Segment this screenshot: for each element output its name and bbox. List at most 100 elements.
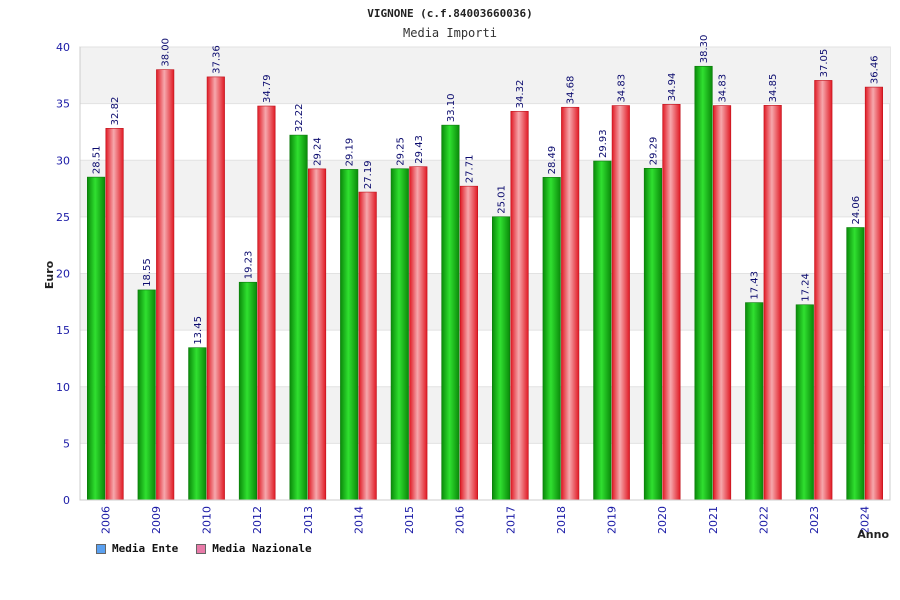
chart-title: VIGNONE (c.f.84003660036) bbox=[367, 7, 533, 20]
bar-media-nazionale-2012 bbox=[257, 105, 276, 501]
y-tick-label: 10 bbox=[56, 381, 70, 394]
y-tick-label: 40 bbox=[56, 41, 70, 54]
bar-media-ente-2021 bbox=[694, 65, 713, 501]
y-tick-label: 5 bbox=[63, 437, 70, 450]
data-label: 37.36 bbox=[211, 45, 222, 74]
data-label: 38.00 bbox=[161, 38, 172, 67]
data-label: 29.43 bbox=[414, 135, 425, 164]
y-axis-title: Euro bbox=[43, 260, 56, 289]
bar-media-ente-2014 bbox=[340, 169, 359, 501]
bar-media-ente-2016 bbox=[441, 124, 460, 501]
bar-media-ente-2020 bbox=[643, 167, 662, 501]
y-axis: 0 5 10 15 20 25 30 35 40 bbox=[56, 41, 81, 507]
x-tick-label: 2021 bbox=[707, 506, 720, 534]
data-label: 29.29 bbox=[648, 137, 659, 166]
bar-media-ente-2022 bbox=[745, 302, 764, 501]
bar-media-nazionale-2006 bbox=[105, 128, 124, 501]
bar-media-nazionale-2017 bbox=[510, 111, 529, 501]
legend-swatch-media-ente bbox=[96, 543, 106, 554]
bar-media-ente-2015 bbox=[390, 168, 409, 501]
y-tick-label: 20 bbox=[56, 268, 70, 281]
x-tick-label: 2017 bbox=[504, 506, 517, 534]
data-label: 13.45 bbox=[193, 316, 204, 345]
x-tick-label: 2013 bbox=[302, 506, 315, 534]
x-axis-title: Anno bbox=[857, 528, 889, 541]
x-tick-label: 2023 bbox=[808, 506, 821, 534]
data-label: 28.51 bbox=[92, 145, 103, 174]
x-tick-label: 2014 bbox=[352, 506, 365, 534]
bar-media-nazionale-2010 bbox=[206, 76, 225, 501]
x-tick-label: 2009 bbox=[150, 506, 163, 534]
data-label: 24.06 bbox=[851, 196, 862, 225]
data-label: 34.83 bbox=[616, 74, 627, 103]
data-label: 34.83 bbox=[718, 74, 729, 103]
y-tick-label: 0 bbox=[63, 494, 70, 507]
bar-media-nazionale-2014 bbox=[358, 191, 377, 501]
bar-media-ente-2010 bbox=[188, 347, 207, 501]
data-label: 17.43 bbox=[750, 271, 761, 300]
data-label: 32.82 bbox=[110, 97, 121, 126]
data-label: 17.24 bbox=[800, 273, 811, 302]
legend-label-media-nazionale: Media Nazionale bbox=[212, 542, 312, 555]
data-label: 25.01 bbox=[497, 185, 508, 214]
data-label: 19.23 bbox=[243, 251, 254, 280]
data-label: 34.94 bbox=[667, 73, 678, 102]
data-label: 33.10 bbox=[446, 94, 457, 123]
y-tick-label: 15 bbox=[56, 324, 70, 337]
bar-media-nazionale-2024 bbox=[864, 86, 883, 501]
data-label: 29.25 bbox=[395, 137, 406, 166]
bar-media-nazionale-2015 bbox=[409, 166, 428, 501]
y-tick-label: 25 bbox=[56, 211, 70, 224]
data-label: 29.24 bbox=[313, 137, 324, 166]
bar-media-nazionale-2022 bbox=[763, 105, 782, 501]
bar-media-ente-2019 bbox=[593, 160, 612, 501]
data-label: 18.55 bbox=[142, 258, 153, 287]
bar-media-nazionale-2018 bbox=[561, 106, 580, 501]
bars: 28.51 32.82 18.55 38.00 13.45 37.36 19.23 34.79… bbox=[87, 35, 883, 501]
bar-media-nazionale-2016 bbox=[459, 185, 478, 501]
bar-media-ente-2013 bbox=[289, 134, 308, 501]
data-label: 27.71 bbox=[464, 155, 475, 184]
legend-item-media-ente[interactable]: Media Ente bbox=[96, 542, 178, 555]
data-label: 28.49 bbox=[547, 146, 558, 175]
bar-media-ente-2009 bbox=[137, 289, 156, 501]
x-tick-label: 2015 bbox=[403, 506, 416, 534]
x-tick-label: 2010 bbox=[201, 506, 214, 534]
x-tick-label: 2022 bbox=[757, 506, 770, 534]
data-label: 37.05 bbox=[819, 49, 830, 78]
bar-media-nazionale-2021 bbox=[713, 105, 732, 501]
data-label: 32.22 bbox=[294, 103, 305, 132]
bar-media-ente-2023 bbox=[795, 304, 814, 501]
data-label: 27.19 bbox=[363, 160, 374, 189]
legend-item-media-nazionale[interactable]: Media Nazionale bbox=[196, 542, 312, 555]
bar-media-nazionale-2023 bbox=[814, 80, 833, 501]
bar-media-ente-2018 bbox=[542, 177, 561, 501]
data-label: 38.30 bbox=[699, 35, 710, 64]
bar-media-nazionale-2019 bbox=[611, 105, 630, 501]
x-tick-label: 2012 bbox=[251, 506, 264, 534]
bar-media-ente-2024 bbox=[846, 227, 865, 501]
y-tick-label: 35 bbox=[56, 98, 70, 111]
data-label: 34.85 bbox=[768, 74, 779, 103]
x-axis: 2006 2009 2010 2012 2013 2014 2015 2016 2017 2018… bbox=[80, 499, 890, 534]
x-tick-label: 2020 bbox=[656, 506, 669, 534]
bar-media-nazionale-2020 bbox=[662, 104, 681, 501]
data-label: 29.19 bbox=[345, 138, 356, 167]
x-tick-label: 2018 bbox=[555, 506, 568, 534]
chart-subtitle: Media Importi bbox=[403, 26, 497, 40]
bar-media-ente-2012 bbox=[238, 281, 257, 501]
x-tick-label: 2019 bbox=[606, 506, 619, 534]
data-label: 34.79 bbox=[262, 74, 273, 103]
data-label: 36.46 bbox=[869, 55, 880, 84]
data-label: 34.32 bbox=[515, 80, 526, 109]
y-tick-label: 30 bbox=[56, 154, 70, 167]
x-tick-label: 2024 bbox=[859, 506, 872, 534]
bar-media-ente-2017 bbox=[492, 216, 511, 501]
legend-swatch-media-nazionale bbox=[196, 543, 207, 554]
data-label: 29.93 bbox=[598, 129, 609, 158]
legend-label-media-ente: Media Ente bbox=[112, 542, 179, 555]
bar-media-ente-2006 bbox=[87, 176, 106, 501]
legend: Media Ente Media Nazionale bbox=[96, 542, 312, 555]
x-tick-label: 2016 bbox=[454, 506, 467, 534]
